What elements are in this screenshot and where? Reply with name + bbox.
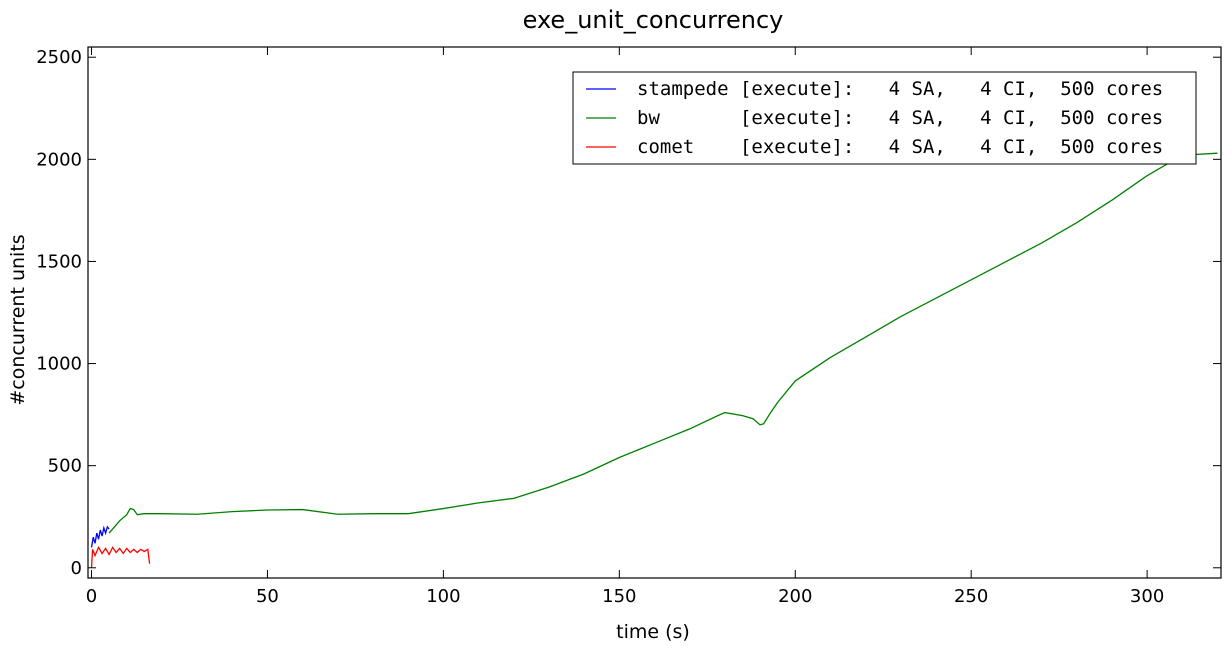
y-tick-label-0: 0 [71,558,82,579]
x-tick-label-2: 100 [426,586,460,607]
x-axis-ticks: 0 50 100 150 200 250 300 [86,47,1164,607]
y-axis-label: #concurrent units [7,234,29,405]
legend-label-1: bw [execute]: 4 SA, 4 CI, 500 cores [637,107,1163,129]
chart-title: exe_unit_concurrency [523,6,784,34]
legend-label-0: stampede [execute]: 4 SA, 4 CI, 500 core… [637,78,1163,100]
y-tick-label-2: 1000 [36,354,82,375]
series-line-2 [90,545,151,568]
x-tick-label-4: 200 [778,586,812,607]
y-tick-label-5: 2500 [36,47,82,68]
legend-label-2: comet [execute]: 4 SA, 4 CI, 500 cores [637,136,1163,158]
x-tick-label-0: 0 [86,586,97,607]
series-group [90,152,1218,568]
y-tick-label-4: 2000 [36,149,82,170]
series-line-1 [108,152,1218,534]
x-tick-label-1: 50 [256,586,279,607]
x-tick-label-6: 300 [1130,586,1164,607]
y-axis-ticks: 0 500 1000 1500 2000 2500 [36,47,1221,579]
legend-frame [572,71,1197,165]
plot-frame [87,46,1222,579]
legend: stampede [execute]: 4 SA, 4 CI, 500 core… [572,71,1197,165]
x-tick-label-5: 250 [954,586,988,607]
x-axis-label: time (s) [616,621,690,643]
plot-area: 0 50 100 150 200 250 300 0 500 1000 1500 2000 2500 [36,46,1222,607]
x-tick-label-3: 150 [602,586,636,607]
series-line-0 [90,525,110,548]
y-tick-label-1: 500 [48,456,82,477]
y-tick-label-3: 1500 [36,251,82,272]
